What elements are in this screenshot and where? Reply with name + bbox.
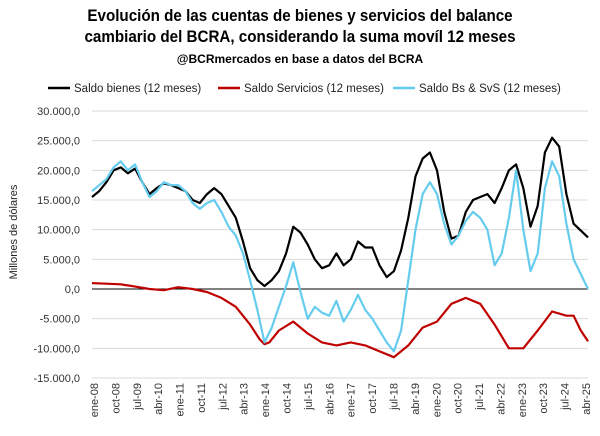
chart-title-line-1: Evolución de las cuentas de bienes y ser… bbox=[87, 7, 513, 25]
series-line-saldo-bienes-meses bbox=[91, 136, 589, 288]
series-lines bbox=[91, 136, 589, 359]
x-axis-ticks: ene-08 oct-08 jul-09 abr-10 ene-11 oct-11 jul-… bbox=[89, 383, 593, 417]
x-tick-label: ene-17 bbox=[346, 383, 358, 417]
x-tick-label: ene-14 bbox=[260, 383, 272, 417]
x-tick-label: abr-13 bbox=[239, 383, 251, 415]
y-tick-label: 0,0 bbox=[65, 284, 80, 296]
x-tick-label: oct-17 bbox=[367, 383, 379, 414]
y-tick-label: 5.000,0 bbox=[43, 254, 80, 266]
y-axis-title: Millones de dólares bbox=[8, 184, 20, 279]
x-tick-label: oct-23 bbox=[538, 383, 550, 414]
legend: Saldo bienes (12 meses) Saldo Servicios (… bbox=[48, 83, 561, 95]
x-tick-label: oct-14 bbox=[282, 383, 294, 414]
x-tick-label: oct-20 bbox=[453, 383, 465, 414]
legend-label: Saldo Bs & SvS (12 meses) bbox=[419, 83, 561, 95]
chart-title: Evolución de las cuentas de bienes y ser… bbox=[24, 6, 576, 48]
x-tick-label: abr-22 bbox=[495, 383, 507, 415]
y-tick-label: -5.000,0 bbox=[40, 314, 80, 326]
y-tick-label: -10.000,0 bbox=[34, 343, 80, 355]
y-axis-ticks: 30.000,0 25.000,0 20.000,0 15.000,0 10.000,0… bbox=[34, 106, 80, 385]
gridlines bbox=[92, 110, 588, 379]
chart-title-line-2: cambiario del BCRA, considerando la suma… bbox=[84, 28, 516, 46]
x-tick-label: oct-11 bbox=[196, 383, 208, 413]
y-tick-label: 10.000,0 bbox=[37, 225, 80, 237]
series-line-saldo-servicios-meses bbox=[91, 282, 589, 359]
legend-label: Saldo Servicios (12 meses) bbox=[244, 83, 384, 95]
y-tick-label: -15.000,0 bbox=[34, 373, 80, 385]
x-tick-label: ene-08 bbox=[89, 383, 101, 417]
x-tick-label: abr-19 bbox=[410, 383, 422, 415]
x-tick-label: jul-15 bbox=[303, 383, 315, 411]
x-tick-label: ene-23 bbox=[517, 383, 529, 417]
y-tick-label: 15.000,0 bbox=[37, 195, 80, 207]
x-tick-label: ene-20 bbox=[431, 383, 443, 417]
x-tick-label: jul-09 bbox=[132, 383, 144, 411]
y-tick-label: 30.000,0 bbox=[37, 106, 80, 118]
x-tick-label: abr-10 bbox=[153, 383, 165, 415]
legend-label: Saldo bienes (12 meses) bbox=[74, 83, 201, 95]
x-tick-label: jul-24 bbox=[560, 383, 572, 411]
x-tick-label: abr-16 bbox=[324, 383, 336, 415]
x-tick-label: ene-11 bbox=[175, 383, 187, 416]
x-tick-label: abr-25 bbox=[581, 383, 593, 415]
x-tick-label: jul-21 bbox=[474, 383, 486, 411]
x-tick-label: oct-08 bbox=[110, 383, 122, 414]
series-line-saldo-bs-svs-meses bbox=[91, 160, 589, 353]
y-tick-label: 20.000,0 bbox=[37, 165, 80, 177]
y-tick-label: 25.000,0 bbox=[37, 136, 80, 148]
x-tick-label: jul-18 bbox=[388, 383, 400, 411]
chart-subtitle: @BCRmercados en base a datos del BCRA bbox=[176, 52, 424, 66]
x-tick-label: jul-12 bbox=[217, 383, 229, 411]
